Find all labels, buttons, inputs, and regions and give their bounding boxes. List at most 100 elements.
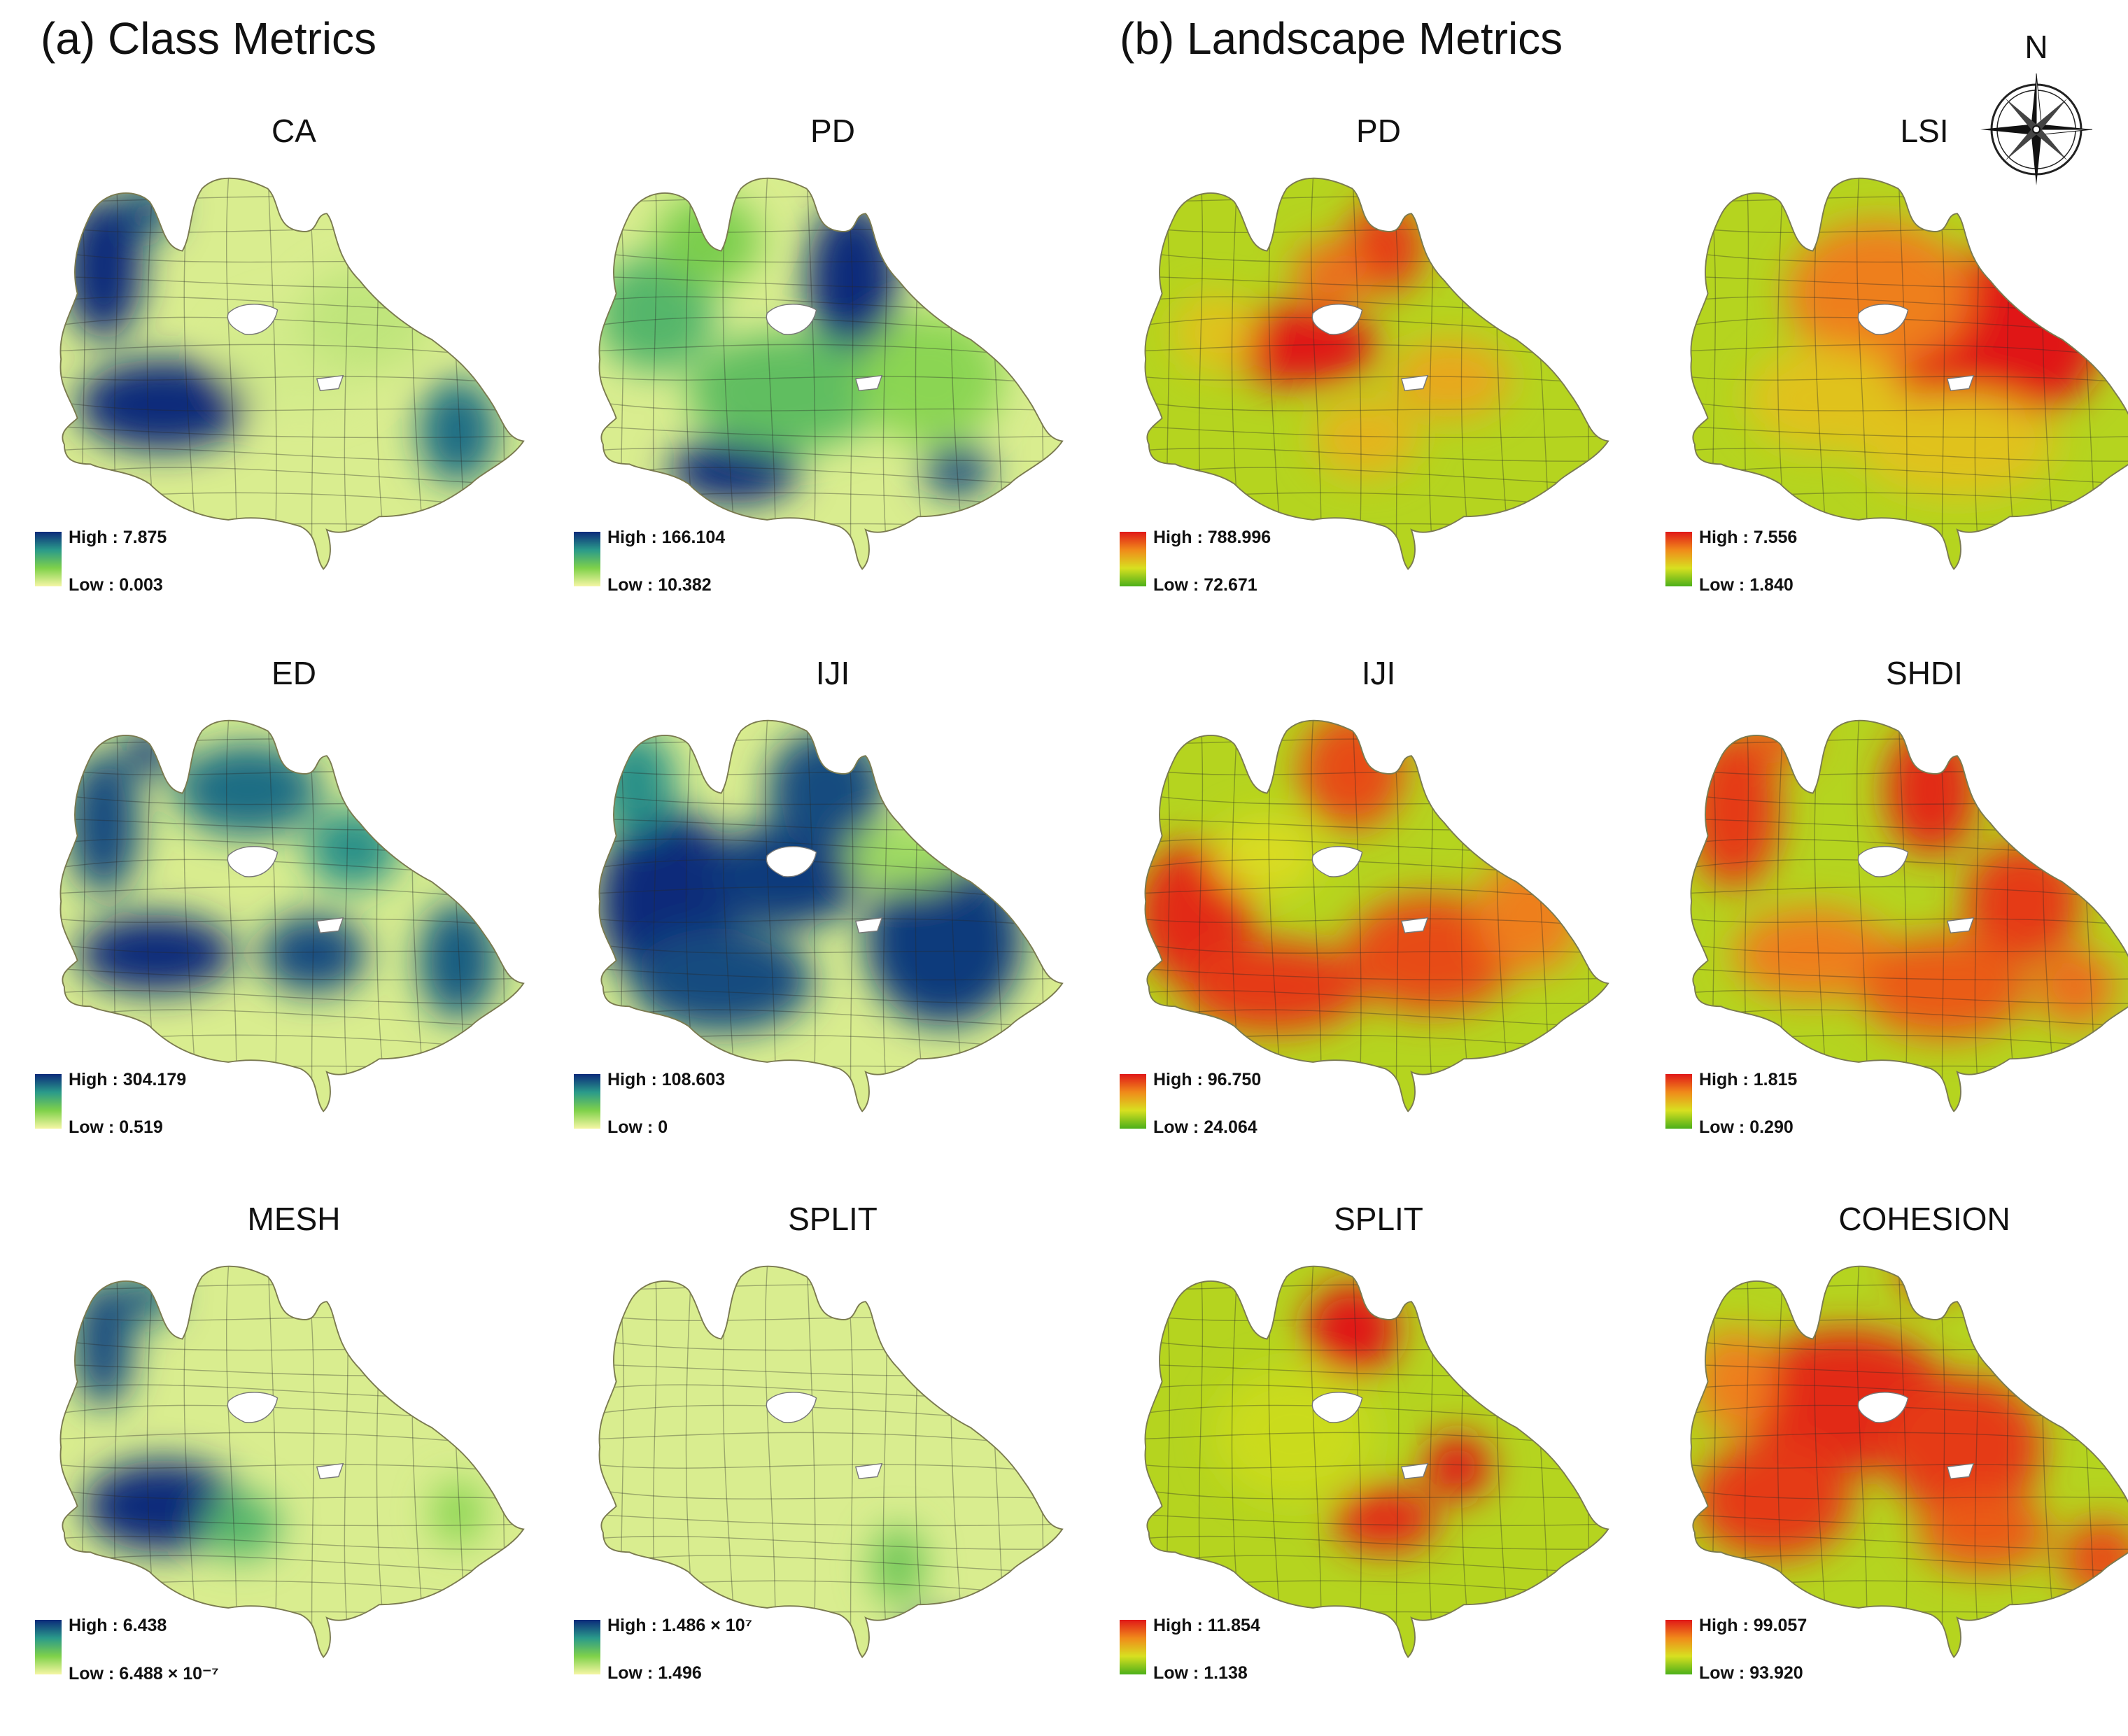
excluded-area [1311,1392,1363,1423]
road-line [1145,425,1609,439]
legend-color-ramp [35,1620,62,1674]
hotspot [1859,934,2029,1040]
excluded-area [854,917,883,934]
map-panel-land-shdi: SHDI High : 1.815 Low : 0.290 [1665,654,2128,1186]
road-line [1145,917,1609,929]
region-boundary [59,719,525,1113]
legend-color-ramp [35,1074,62,1129]
map-legend: High : 96.750 Low : 24.064 [1120,1070,1539,1172]
excluded-area [1946,917,1975,934]
map-panel-class-mesh: MESH High : 6.438 Low : 6.488 × 10⁻⁷ [35,1200,553,1732]
road-line [1691,989,2128,1004]
excluded-area [1311,304,1363,335]
compass-rose-icon [1980,73,2093,185]
map-legend: High : 6.438 Low : 6.488 × 10⁻⁷ [35,1616,455,1718]
excluded-area [1857,1392,1909,1423]
region-boundary [1144,1265,1609,1658]
excluded-area [766,1392,817,1423]
hotspot [126,1270,173,1323]
hotspot [1694,1440,1852,1559]
road-line [60,989,524,1004]
excluded-area [227,1392,279,1423]
road-line [599,1488,1063,1500]
road-line [1691,375,2128,387]
north-label: N [2024,29,2048,65]
road-line [599,375,1063,387]
map-base-fill [1145,178,1609,570]
hotspot [84,1460,241,1553]
road-line [1145,375,1609,387]
road-line [60,968,524,981]
road-line [225,178,237,570]
region-boundary [1690,719,2128,1113]
road-line [60,375,524,387]
road-line [495,178,505,570]
legend-color-ramp [1120,1620,1146,1674]
road-line [60,917,524,929]
hotspot [418,379,498,484]
legend-high-label: High : 1.486 × 10⁷ [607,1616,752,1635]
road-line [1897,178,1908,570]
road-line [805,1266,816,1658]
hotspot [1391,339,1510,418]
legend-low-label: Low : 0.519 [69,1117,163,1137]
legend-high-label: High : 99.057 [1699,1616,1808,1635]
hotspot [2036,947,2115,1026]
excluded-area [316,1462,344,1480]
hotspot [77,359,248,451]
map-panel-class-pd: PD High : 166.104 Low : 10.382 [574,112,1092,644]
panel-title: SPLIT [788,1201,878,1237]
map-legend: High : 108.603 Low : 0 [574,1070,994,1172]
road-line [1351,1266,1362,1658]
road-line [1034,178,1044,570]
road-line [1691,1463,2128,1475]
hotspot [1181,940,1366,1033]
road-line [1145,447,1609,462]
hotspot [688,332,885,451]
region-boundary [1690,177,2128,570]
panel-title: IJI [1361,655,1396,691]
hotspot [1734,908,1892,1000]
excluded-area [854,374,883,392]
excluded-area [1946,374,1975,392]
legend-low-label: Low : 0.290 [1699,1117,1794,1137]
map-panel-class-split: SPLIT High : 1.486 × 10⁷ Low : 1.496 [574,1200,1092,1732]
legend-color-ramp [1120,532,1146,586]
region-boundary [1144,719,1609,1113]
hotspot [1346,894,1516,1013]
north-arrow: N [1973,28,2099,189]
road-line [60,943,524,954]
road-line [764,1266,776,1658]
legend-high-label: High : 7.556 [1699,528,1798,547]
road-line [1145,1513,1609,1527]
raster-map [59,719,525,1113]
raster-map [59,177,525,570]
map-legend: High : 11.854 Low : 1.138 [1120,1616,1539,1718]
hotspot [1214,816,1320,895]
road-line [764,178,776,570]
map-legend: High : 788.996 Low : 72.671 [1120,528,1539,630]
map-panel-land-split: SPLIT High : 11.854 Low : 1.138 [1120,1200,1637,1732]
road-line [599,1463,1063,1475]
road-line [225,1266,237,1658]
road-line [599,447,1063,462]
raster-map [59,1265,525,1658]
map-panel-land-lsi: LSI High : 7.556 Low : 1.840 [1665,112,2128,644]
legend-high-label: High : 11.854 [1153,1616,1260,1635]
road-line [1691,1488,2128,1500]
excluded-area [1946,1462,1975,1480]
road-line [1691,1535,2128,1550]
road-line [1691,425,2128,439]
legend-low-label: Low : 72.671 [1153,575,1257,595]
road-line [60,1535,524,1550]
region-boundary [1144,177,1609,570]
legend-low-label: Low : 93.920 [1699,1663,1803,1683]
raster-map [1144,1265,1609,1658]
road-line [1856,1266,1868,1658]
hotspot [1917,1492,2050,1572]
map-legend: High : 166.104 Low : 10.382 [574,528,994,630]
hotspot [202,1492,281,1559]
legend-color-ramp [574,1074,600,1129]
road-line [1145,968,1609,981]
road-line [599,1513,1063,1527]
